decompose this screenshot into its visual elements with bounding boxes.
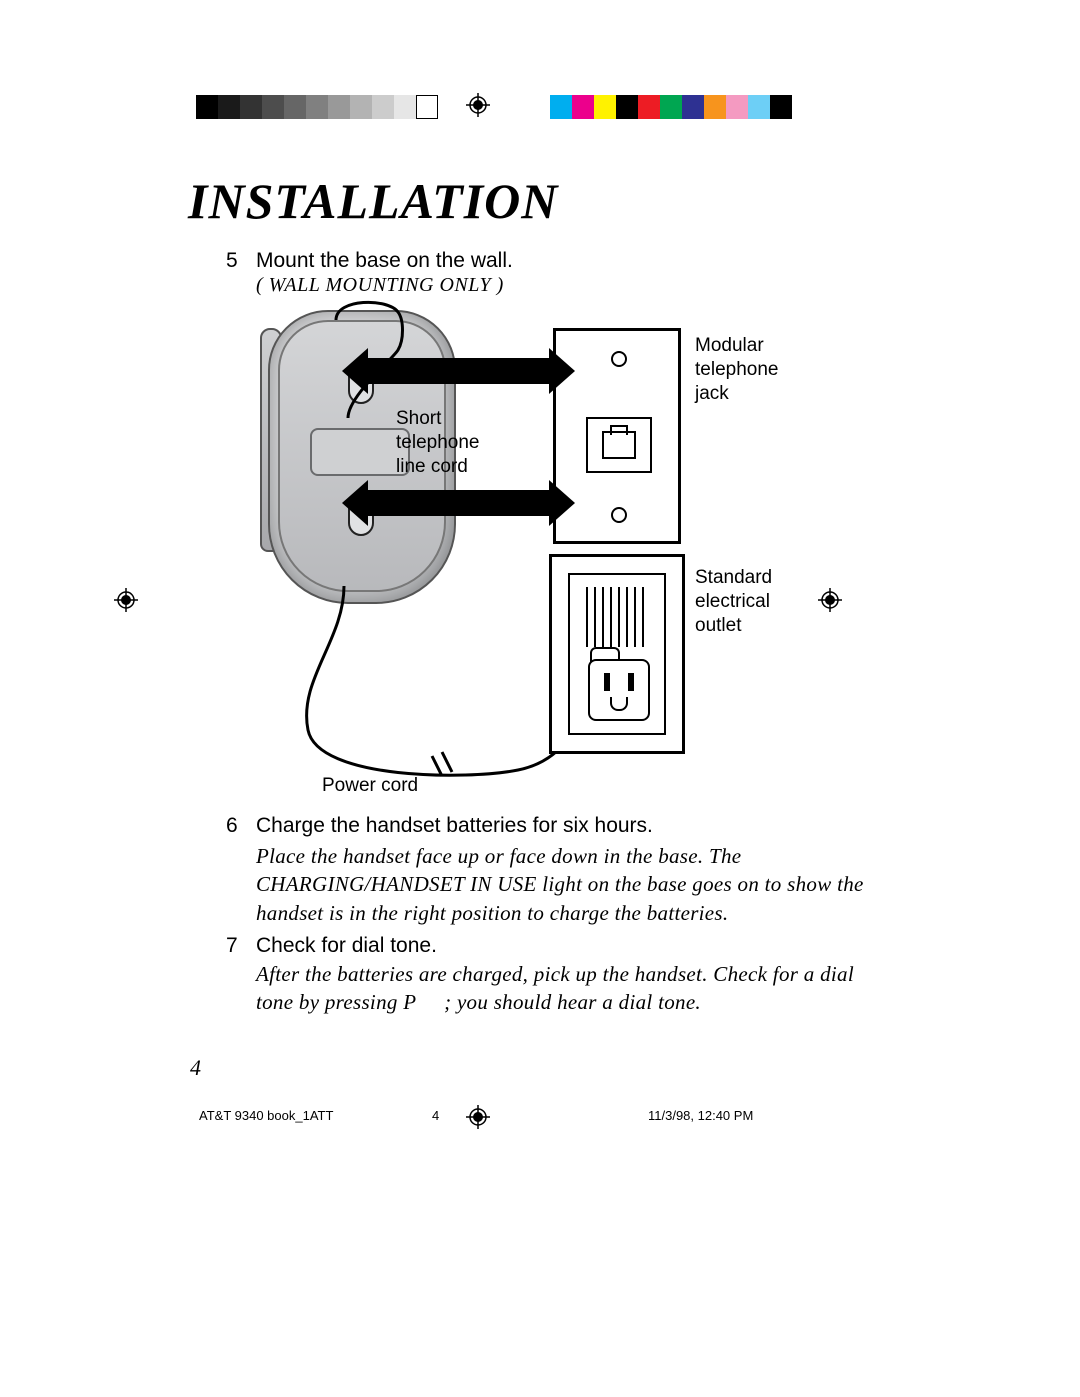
step-6-body: Place the handset face up or face down i… bbox=[256, 842, 866, 927]
step-5-text: Mount the base on the wall. bbox=[256, 249, 513, 273]
label-modular-jack: Modular telephone jack bbox=[695, 334, 778, 405]
electrical-outlet bbox=[549, 554, 685, 754]
step-7-number: 7 bbox=[226, 934, 238, 958]
manual-page: INSTALLATION 5 Mount the base on the wal… bbox=[0, 0, 1080, 1397]
step-6-text: Charge the handset batteries for six hou… bbox=[256, 814, 653, 838]
step-7-body: After the batteries are charged, pick up… bbox=[256, 960, 866, 1017]
color-bar bbox=[550, 95, 792, 119]
registration-mark-top bbox=[466, 93, 490, 117]
step-6-number: 6 bbox=[226, 814, 238, 838]
footer-page: 4 bbox=[432, 1108, 439, 1123]
page-number: 4 bbox=[190, 1055, 201, 1081]
registration-mark-bottom bbox=[466, 1105, 490, 1129]
label-electrical-outlet: Standard electrical outlet bbox=[695, 566, 772, 637]
mount-arrow-bottom bbox=[366, 490, 551, 516]
registration-mark-right bbox=[818, 588, 842, 612]
step-5-number: 5 bbox=[226, 249, 238, 273]
step-5-subtitle: ( WALL MOUNTING ONLY ) bbox=[256, 274, 504, 297]
grayscale-bar bbox=[196, 95, 438, 119]
footer-doc-name: AT&T 9340 book_1ATT bbox=[199, 1108, 333, 1123]
section-title: INSTALLATION bbox=[188, 172, 558, 230]
registration-mark-left bbox=[114, 588, 138, 612]
label-power-cord: Power cord bbox=[322, 774, 418, 798]
step-7-text: Check for dial tone. bbox=[256, 934, 437, 958]
phone-panel bbox=[310, 428, 410, 476]
footer-timestamp: 11/3/98, 12:40 PM bbox=[648, 1108, 753, 1123]
mount-arrow-top bbox=[366, 358, 551, 384]
label-short-cord: Short telephone line cord bbox=[396, 407, 479, 478]
